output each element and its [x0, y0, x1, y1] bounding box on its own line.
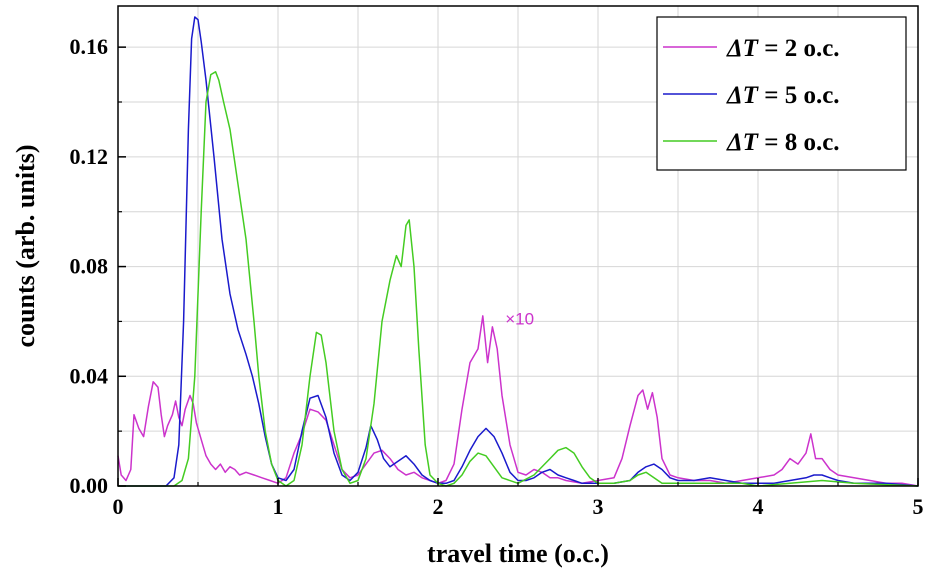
- y-tick-label: 0.16: [70, 34, 109, 59]
- series-line-3: [118, 71, 919, 487]
- legend-label-1: ΔT = 2 o.c.: [726, 35, 840, 62]
- x-tick-label: 2: [433, 494, 444, 519]
- series-line-1: [117, 315, 919, 487]
- x-tick-label: 5: [913, 494, 924, 519]
- y-axis-title: counts (arb. units): [11, 145, 40, 348]
- legend-label-2: ΔT = 5 o.c.: [726, 82, 840, 109]
- grid: [118, 6, 918, 486]
- annotation-label: ×10: [505, 310, 534, 329]
- x-tick-label: 3: [593, 494, 604, 519]
- legend-label-3: ΔT = 8 o.c.: [726, 129, 840, 156]
- x-tick-label: 4: [753, 494, 764, 519]
- x-tick-label: 0: [113, 494, 124, 519]
- series-group: [117, 16, 919, 487]
- series-line-2: [118, 16, 919, 487]
- x-tick-label: 1: [273, 494, 284, 519]
- x-axis-title: travel time (o.c.): [427, 539, 609, 568]
- y-tick-label: 0.08: [70, 254, 109, 279]
- y-tick-label: 0.04: [70, 363, 109, 388]
- legend: ΔT = 2 o.c. ΔT = 5 o.c. ΔT = 8 o.c.: [656, 16, 907, 171]
- y-tick-label: 0.00: [70, 473, 109, 498]
- ticks: 0 1 2 3 4 5 0.00 0.04 0.08 0.12 0.16: [70, 34, 924, 519]
- y-tick-label: 0.12: [70, 144, 109, 169]
